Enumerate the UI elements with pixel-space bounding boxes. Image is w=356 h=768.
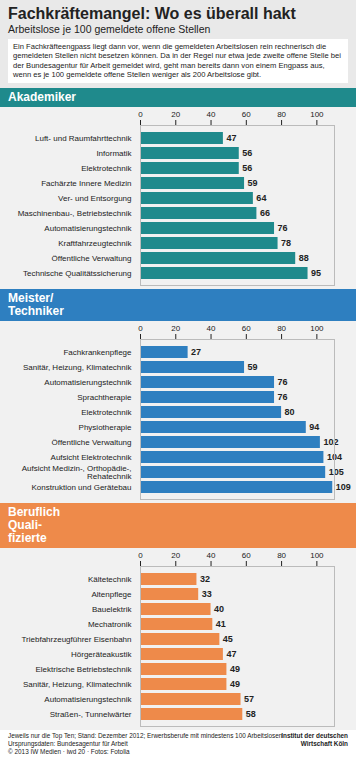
svg-text:40: 40	[207, 109, 216, 118]
html-text:Ein Fachkräfteengpass liegt da: Ein Fachkräfteengpass liegt dann vor, we…	[13, 42, 341, 80]
svg-text:47: 47	[226, 133, 236, 143]
svg-text:Straßen-, Tunnelwärter: Straßen-, Tunnelwärter	[50, 710, 132, 719]
svg-text:Sanitär, Heizung, Klimatechnik: Sanitär, Heizung, Klimatechnik	[23, 363, 133, 372]
html-text:Institut der deutschen Wirtsch: Institut der deutschen Wirtschaft Köln	[281, 731, 348, 747]
svg-text:80: 80	[277, 323, 286, 332]
svg-text:45: 45	[223, 634, 233, 644]
svg-text:80: 80	[277, 550, 286, 559]
svg-text:Automatisierungstechnik: Automatisierungstechnik	[44, 224, 132, 233]
svg-text:60: 60	[242, 323, 251, 332]
svg-text:104: 104	[326, 452, 342, 462]
svg-text:Technische Qualitätssicherung: Technische Qualitätssicherung	[23, 269, 132, 278]
svg-text:100: 100	[310, 109, 324, 118]
svg-text:Elektrotechnik: Elektrotechnik	[81, 408, 132, 417]
svg-text:20: 20	[171, 323, 180, 332]
svg-text:49: 49	[230, 664, 240, 674]
svg-text:Luft- und Raumfahrttechnik: Luft- und Raumfahrttechnik	[35, 134, 132, 143]
svg-text:Triebfahrzeugführer Eisenbahn: Triebfahrzeugführer Eisenbahn	[22, 635, 132, 644]
svg-text:Konstruktion und Gerätebau: Konstruktion und Gerätebau	[31, 483, 131, 492]
svg-text:94: 94	[309, 422, 319, 432]
svg-text:33: 33	[202, 589, 212, 599]
svg-text:27: 27	[191, 347, 201, 357]
svg-text:Aufsicht Elektrotechnik: Aufsicht Elektrotechnik	[51, 453, 133, 462]
svg-text:Aufsicht Medizin-, Orthopädie-: Aufsicht Medizin-, Orthopädie-,Rehatechn…	[22, 464, 133, 481]
svg-text:59: 59	[248, 362, 258, 372]
svg-text:41: 41	[216, 619, 226, 629]
svg-text:58: 58	[246, 709, 256, 719]
svg-text:Automatisierungstechnik: Automatisierungstechnik	[44, 695, 132, 704]
svg-text:76: 76	[278, 377, 288, 387]
svg-text:102: 102	[323, 437, 338, 447]
html-text:Meister/ Techniker: Meister/ Techniker	[8, 290, 64, 318]
svg-text:Sprachtherapie: Sprachtherapie	[77, 393, 132, 402]
svg-text:109: 109	[336, 482, 351, 492]
svg-text:49: 49	[230, 679, 240, 689]
html-text:Ursprungsdaten: Bundesagentur: Ursprungsdaten: Bundesagentur für Arbeit	[8, 739, 128, 747]
svg-text:57: 57	[244, 694, 254, 704]
svg-text:64: 64	[256, 193, 266, 203]
svg-text:Elektrotechnik: Elektrotechnik	[81, 164, 132, 173]
svg-text:Bauelektrik: Bauelektrik	[92, 605, 133, 614]
svg-text:60: 60	[242, 550, 251, 559]
svg-text:59: 59	[248, 178, 258, 188]
svg-text:88: 88	[299, 253, 309, 263]
svg-text:Kraftfahrzeugtechnik: Kraftfahrzeugtechnik	[58, 239, 132, 248]
svg-text:Kältetechnik: Kältetechnik	[88, 575, 133, 584]
svg-text:66: 66	[260, 208, 270, 218]
svg-text:56: 56	[242, 148, 252, 158]
svg-text:60: 60	[242, 109, 251, 118]
svg-text:Fachkrankenpflege: Fachkrankenpflege	[63, 348, 132, 357]
svg-text:100: 100	[310, 323, 324, 332]
svg-text:Automatisierungstechnik: Automatisierungstechnik	[44, 378, 132, 387]
svg-text:Öffentliche Verwaltung: Öffentliche Verwaltung	[52, 254, 132, 263]
svg-text:76: 76	[278, 392, 288, 402]
svg-text:32: 32	[200, 574, 210, 584]
svg-text:Hörgeräteakustik: Hörgeräteakustik	[71, 650, 132, 659]
svg-text:20: 20	[171, 109, 180, 118]
html-text:© 2013 IW Medien · iwd 20 · Fo: © 2013 IW Medien · iwd 20 · Fotos: Fotol…	[8, 747, 130, 755]
svg-text:47: 47	[226, 649, 236, 659]
svg-text:Maschinenbau-, Betriebstechnik: Maschinenbau-, Betriebstechnik	[18, 209, 133, 218]
svg-text:0: 0	[138, 323, 143, 332]
svg-text:40: 40	[214, 604, 224, 614]
svg-text:Elektrische Betriebstechnik: Elektrische Betriebstechnik	[35, 665, 132, 674]
html-text:Jeweils nur die Top Ten; Stand: Jeweils nur die Top Ten; Stand: Dezember…	[8, 731, 283, 739]
svg-text:40: 40	[207, 550, 216, 559]
svg-text:40: 40	[207, 323, 216, 332]
svg-text:95: 95	[311, 268, 321, 278]
svg-text:Altenpflege: Altenpflege	[91, 590, 132, 599]
svg-text:Ver- und Entsorgung: Ver- und Entsorgung	[58, 194, 131, 203]
html-text:Akademiker: Akademiker	[8, 89, 76, 104]
svg-text:100: 100	[310, 550, 324, 559]
svg-text:Sanitär, Heizung, Klimatechnik: Sanitär, Heizung, Klimatechnik	[23, 680, 133, 689]
svg-text:78: 78	[281, 238, 291, 248]
html-text:Fachkräftemangel: Wo es überal: Fachkräftemangel: Wo es überall hakt	[8, 5, 296, 22]
svg-text:20: 20	[171, 550, 180, 559]
svg-text:105: 105	[329, 467, 344, 477]
svg-text:0: 0	[138, 550, 143, 559]
svg-text:Fachärzte Innere Medizin: Fachärzte Innere Medizin	[41, 179, 131, 188]
svg-text:80: 80	[285, 407, 295, 417]
html-text:Beruflich Quali- fizierte: Beruflich Quali- fizierte	[8, 504, 60, 545]
svg-text:Mechatronik: Mechatronik	[88, 620, 133, 629]
svg-text:80: 80	[277, 109, 286, 118]
svg-text:Öffentliche Verwaltung: Öffentliche Verwaltung	[52, 438, 132, 447]
svg-text:Physiotherapie: Physiotherapie	[79, 423, 132, 432]
svg-text:56: 56	[242, 163, 252, 173]
svg-text:Informatik: Informatik	[96, 149, 132, 158]
svg-text:0: 0	[138, 109, 143, 118]
svg-text:76: 76	[278, 223, 288, 233]
html-text:Arbeitslose je 100 gemeldete o: Arbeitslose je 100 gemeldete offene Stel…	[8, 23, 211, 35]
